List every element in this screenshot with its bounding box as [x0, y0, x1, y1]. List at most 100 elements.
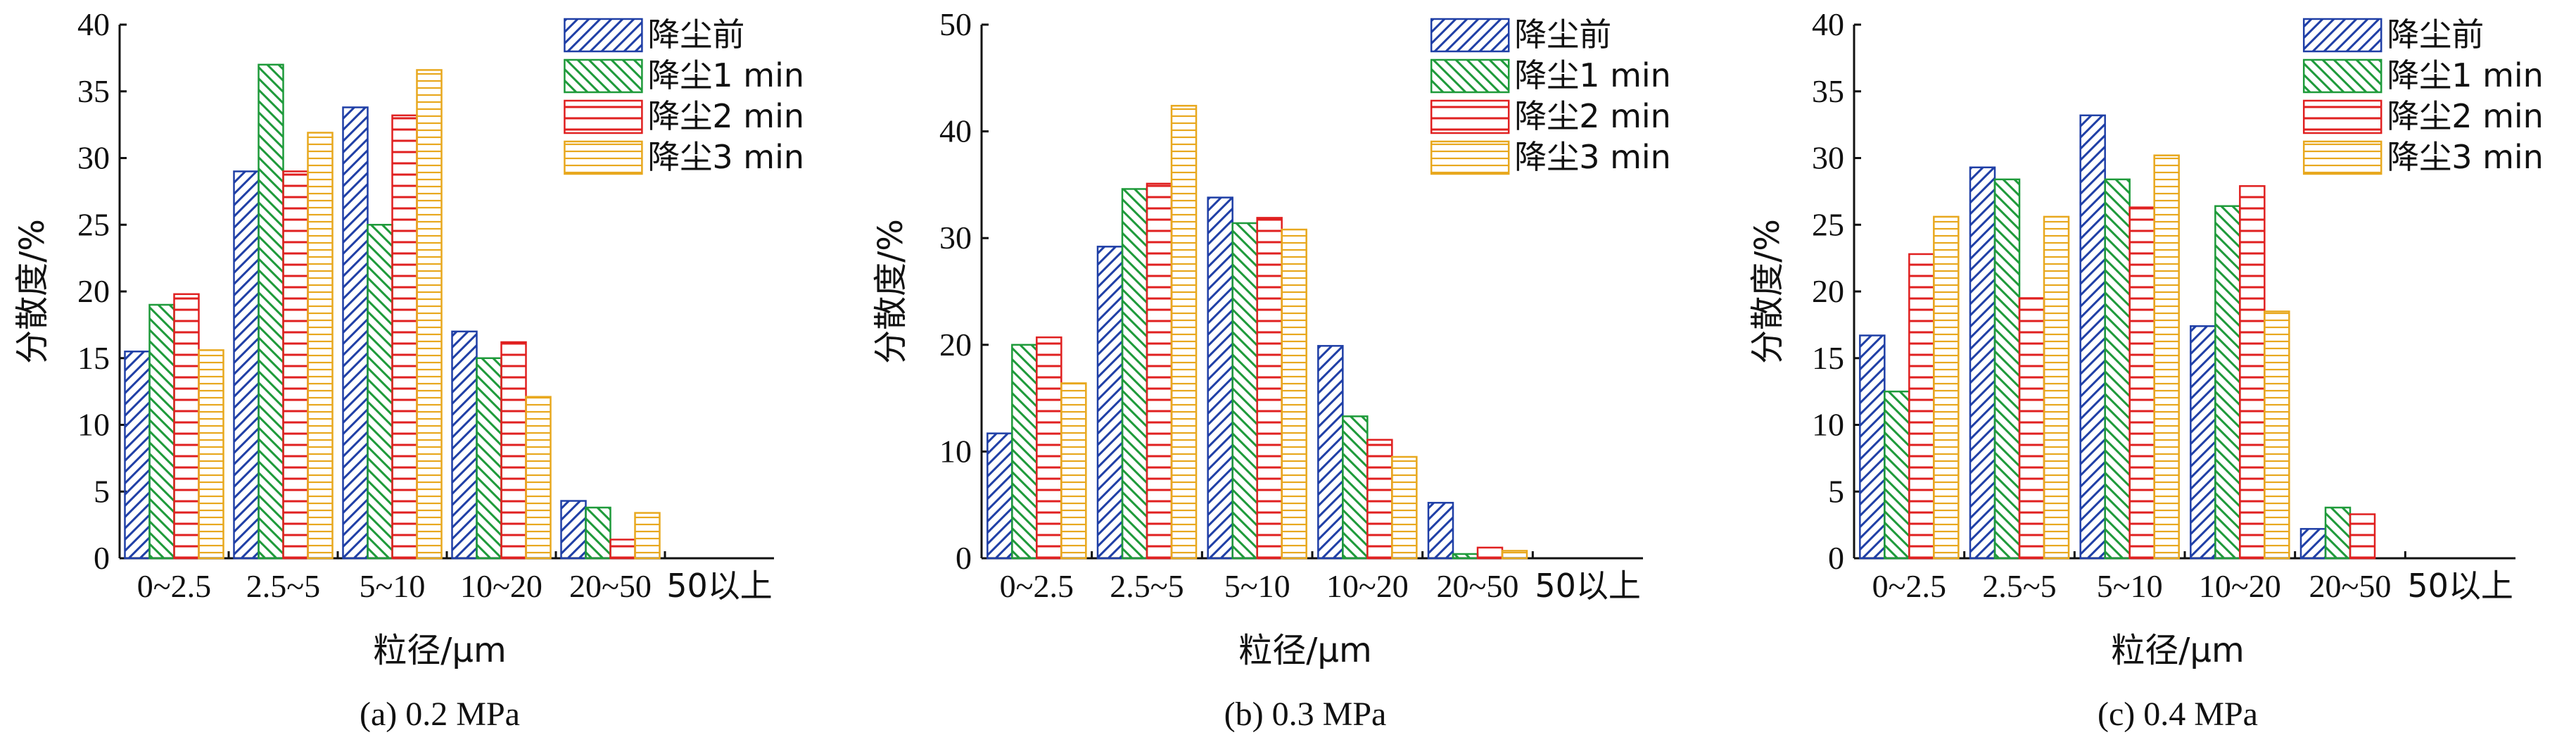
- bar-2-min-cat-3: [1256, 217, 1283, 560]
- bar-x-cat-5: [560, 500, 587, 560]
- legend-label-1: 降尘前: [2387, 15, 2484, 54]
- bar-3-min-cat-5: [634, 512, 661, 560]
- x-tick-label: 0~2.5: [1000, 568, 1074, 604]
- legend-label-3: 降尘2 min: [647, 97, 804, 135]
- bar-x-cat-1: [1859, 334, 1886, 560]
- y-tick-label: 0: [1828, 540, 1844, 576]
- y-tick-label: 20: [939, 327, 972, 363]
- y-tick-label: 30: [77, 140, 110, 176]
- x-tick-label: 5~10: [2097, 568, 2163, 604]
- y-tick-label: 35: [77, 73, 110, 109]
- bar-2-min-cat-2: [282, 170, 309, 560]
- x-tick-label: 20~50: [2309, 568, 2392, 604]
- x-tick-label: 0~2.5: [1872, 568, 1946, 604]
- x-tick-label: 2.5~5: [1982, 568, 2056, 604]
- bar-1-min-cat-4: [1342, 415, 1369, 560]
- bar-x-cat-3: [2079, 114, 2106, 560]
- bar-2-min-cat-3: [2128, 206, 2155, 560]
- y-tick-label: 0: [956, 540, 972, 576]
- panel-caption: (c) 0.4 MPa: [2098, 696, 2258, 733]
- legend-swatch-4: [564, 140, 643, 175]
- panel-caption: (b) 0.3 MPa: [1224, 696, 1387, 733]
- y-tick-label: 10: [939, 433, 972, 469]
- legend-label-4: 降尘3 min: [647, 138, 804, 176]
- bar-2-min-cat-3: [391, 114, 418, 560]
- bar-x-cat-5: [1427, 501, 1454, 560]
- bar-1-min-cat-2: [1993, 178, 2021, 560]
- legend-swatch-3: [2302, 99, 2383, 134]
- bar-2-min-cat-2: [2018, 297, 2045, 560]
- legend-label-4: 降尘3 min: [1514, 138, 1671, 176]
- bar-x-cat-2: [233, 170, 260, 560]
- x-tick-label: 20~50: [569, 568, 652, 604]
- y-tick-label: 5: [94, 473, 110, 509]
- bar-x-cat-3: [1207, 196, 1233, 560]
- bar-3-min-cat-1: [1060, 382, 1087, 560]
- y-tick-label: 35: [1812, 73, 1844, 109]
- bar-2-min-cat-5: [1476, 546, 1504, 560]
- y-axis-label: 分散度/%: [13, 219, 52, 364]
- x-tick-label: 2.5~5: [246, 568, 320, 604]
- x-tick-label: 50以上: [1535, 567, 1641, 605]
- legend-swatch-4: [2302, 140, 2383, 175]
- x-tick-label: 5~10: [360, 568, 426, 604]
- legend-swatch-2: [564, 58, 643, 94]
- bar-2-min-cat-4: [2239, 185, 2266, 560]
- bar-2-min-cat-5: [2349, 513, 2376, 560]
- bar-3-min-cat-5: [1501, 550, 1528, 560]
- bar-3-min-cat-1: [198, 349, 224, 560]
- x-tick-label: 10~20: [460, 568, 543, 604]
- bar-1-min-cat-2: [1121, 188, 1148, 560]
- bar-1-min-cat-5: [2324, 506, 2352, 560]
- bar-2-min-cat-1: [173, 293, 200, 560]
- y-tick-label: 10: [1812, 407, 1844, 443]
- chart-panel-2: 0 10 20 30 40 50 0~2.5 2.5~5 5~10 10~20 20~50 50以上 分…: [871, 6, 1671, 733]
- bar-x-cat-1: [986, 432, 1013, 560]
- bar-x-cat-3: [342, 106, 369, 560]
- bar-3-min-cat-3: [416, 69, 443, 560]
- bar-1-min-cat-1: [1884, 390, 1910, 560]
- bar-x-cat-4: [2190, 325, 2216, 560]
- legend-swatch-1: [2302, 18, 2383, 53]
- y-tick-label: 40: [1812, 6, 1844, 42]
- x-tick-label: 50以上: [666, 567, 773, 605]
- y-tick-label: 30: [939, 220, 972, 256]
- y-tick-label: 50: [939, 6, 972, 42]
- bar-1-min-cat-3: [367, 224, 393, 560]
- x-axis-label: 粒径/μm: [2111, 631, 2244, 670]
- legend-swatch-2: [2302, 58, 2383, 94]
- bar-3-min-cat-4: [1391, 455, 1418, 560]
- bar-x-cat-1: [124, 351, 151, 560]
- x-tick-label: 10~20: [2199, 568, 2281, 604]
- bar-x-cat-2: [1096, 246, 1124, 560]
- y-tick-label: 40: [77, 6, 110, 42]
- bar-1-min-cat-5: [585, 506, 611, 560]
- x-tick-label: 50以上: [2407, 567, 2513, 605]
- y-tick-label: 10: [77, 407, 110, 443]
- bar-3-min-cat-2: [307, 132, 334, 560]
- bar-x-cat-4: [451, 330, 478, 560]
- bar-3-min-cat-4: [525, 396, 552, 560]
- legend-swatch-1: [564, 18, 643, 53]
- legend-swatch-2: [1430, 58, 1510, 94]
- legend-swatch-3: [564, 99, 643, 134]
- x-tick-label: 5~10: [1224, 568, 1290, 604]
- y-tick-label: 30: [1812, 140, 1844, 176]
- chart-panel-3: 0 5 10 15 20 25 30 35 40 0~2.5 2.5~5 5~10 10~20 20~50…: [1748, 6, 2544, 733]
- bar-3-min-cat-1: [1933, 215, 1960, 560]
- x-axis-label: 粒径/μm: [373, 631, 506, 670]
- panel-caption: (a) 0.2 MPa: [360, 696, 520, 733]
- y-tick-label: 0: [94, 540, 110, 576]
- x-tick-label: 2.5~5: [1110, 568, 1184, 604]
- legend-label-2: 降尘1 min: [647, 56, 804, 94]
- y-tick-label: 20: [1812, 273, 1844, 309]
- bar-x-cat-2: [1969, 166, 1996, 560]
- x-tick-label: 20~50: [1437, 568, 1519, 604]
- y-tick-label: 20: [77, 273, 110, 309]
- legend-label-3: 降尘2 min: [1514, 97, 1671, 135]
- legend-swatch-4: [1430, 140, 1510, 175]
